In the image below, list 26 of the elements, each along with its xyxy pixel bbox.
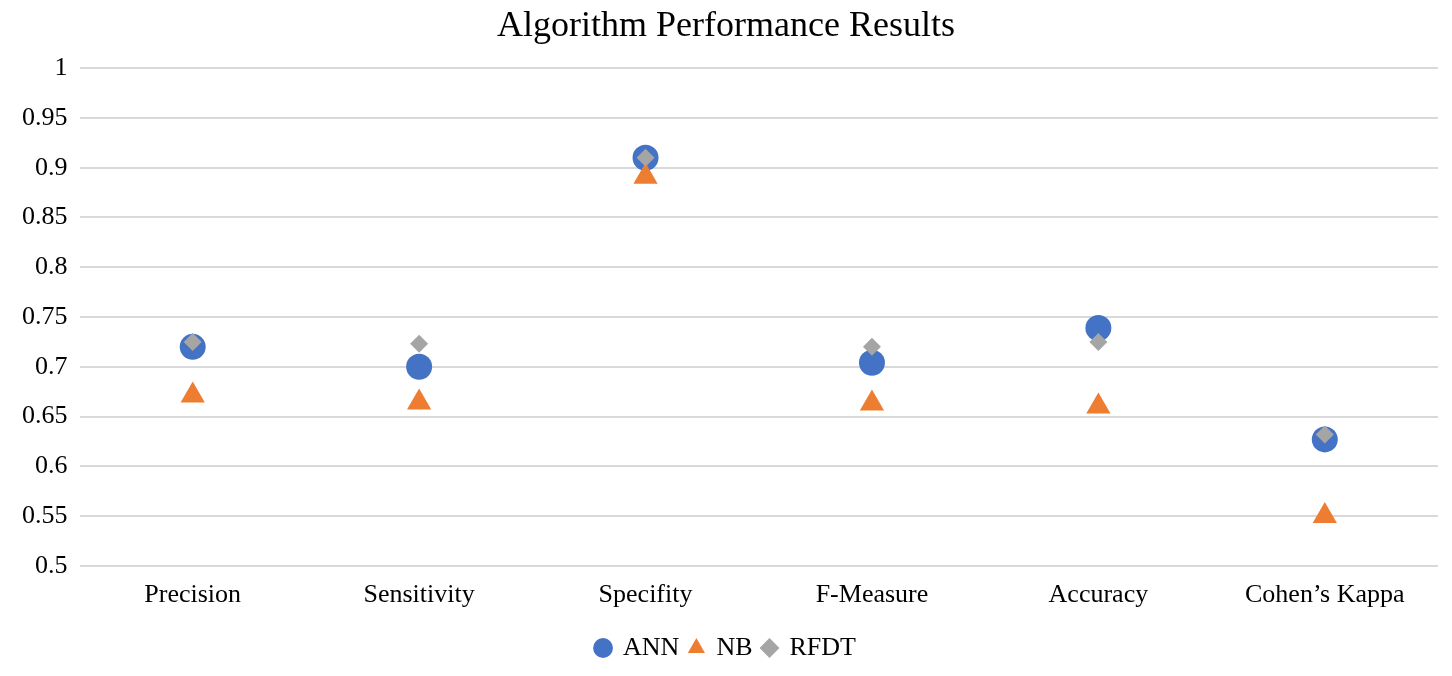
x-tick-label: F-Measure xyxy=(815,579,929,609)
point xyxy=(1089,332,1108,351)
y-tick-label: 0.9 xyxy=(35,151,68,181)
point xyxy=(406,353,433,380)
x-tick-label: Cohen’s Kappa xyxy=(1244,579,1406,609)
y-tick-label: 0.6 xyxy=(35,450,68,480)
point xyxy=(858,349,885,376)
x-tick-label: Specifity xyxy=(598,579,693,609)
y-tick-label: 0.5 xyxy=(35,549,68,579)
y-tick-label: 0.85 xyxy=(22,201,68,231)
legend-label: ANN xyxy=(623,631,680,661)
point xyxy=(862,337,881,356)
x-tick-label: Accuracy xyxy=(1048,579,1149,609)
y-tick-label: 0.7 xyxy=(35,350,68,380)
legend-label: RFDT xyxy=(789,631,857,661)
chart-title: Algorithm Performance Results xyxy=(497,4,955,45)
y-tick-label: 0.55 xyxy=(22,499,68,529)
y-tick-label: 0.95 xyxy=(22,101,68,131)
y-tick-label: 0.75 xyxy=(22,300,68,330)
point xyxy=(410,334,429,353)
x-tick-label: Precision xyxy=(144,579,242,609)
x-tick-label: Sensitivity xyxy=(363,579,475,609)
y-tick-label: 0.8 xyxy=(35,251,68,281)
y-tick-label: 0.65 xyxy=(22,400,68,430)
legend-label: NB xyxy=(716,631,753,661)
y-tick-label: 1 xyxy=(54,52,68,82)
